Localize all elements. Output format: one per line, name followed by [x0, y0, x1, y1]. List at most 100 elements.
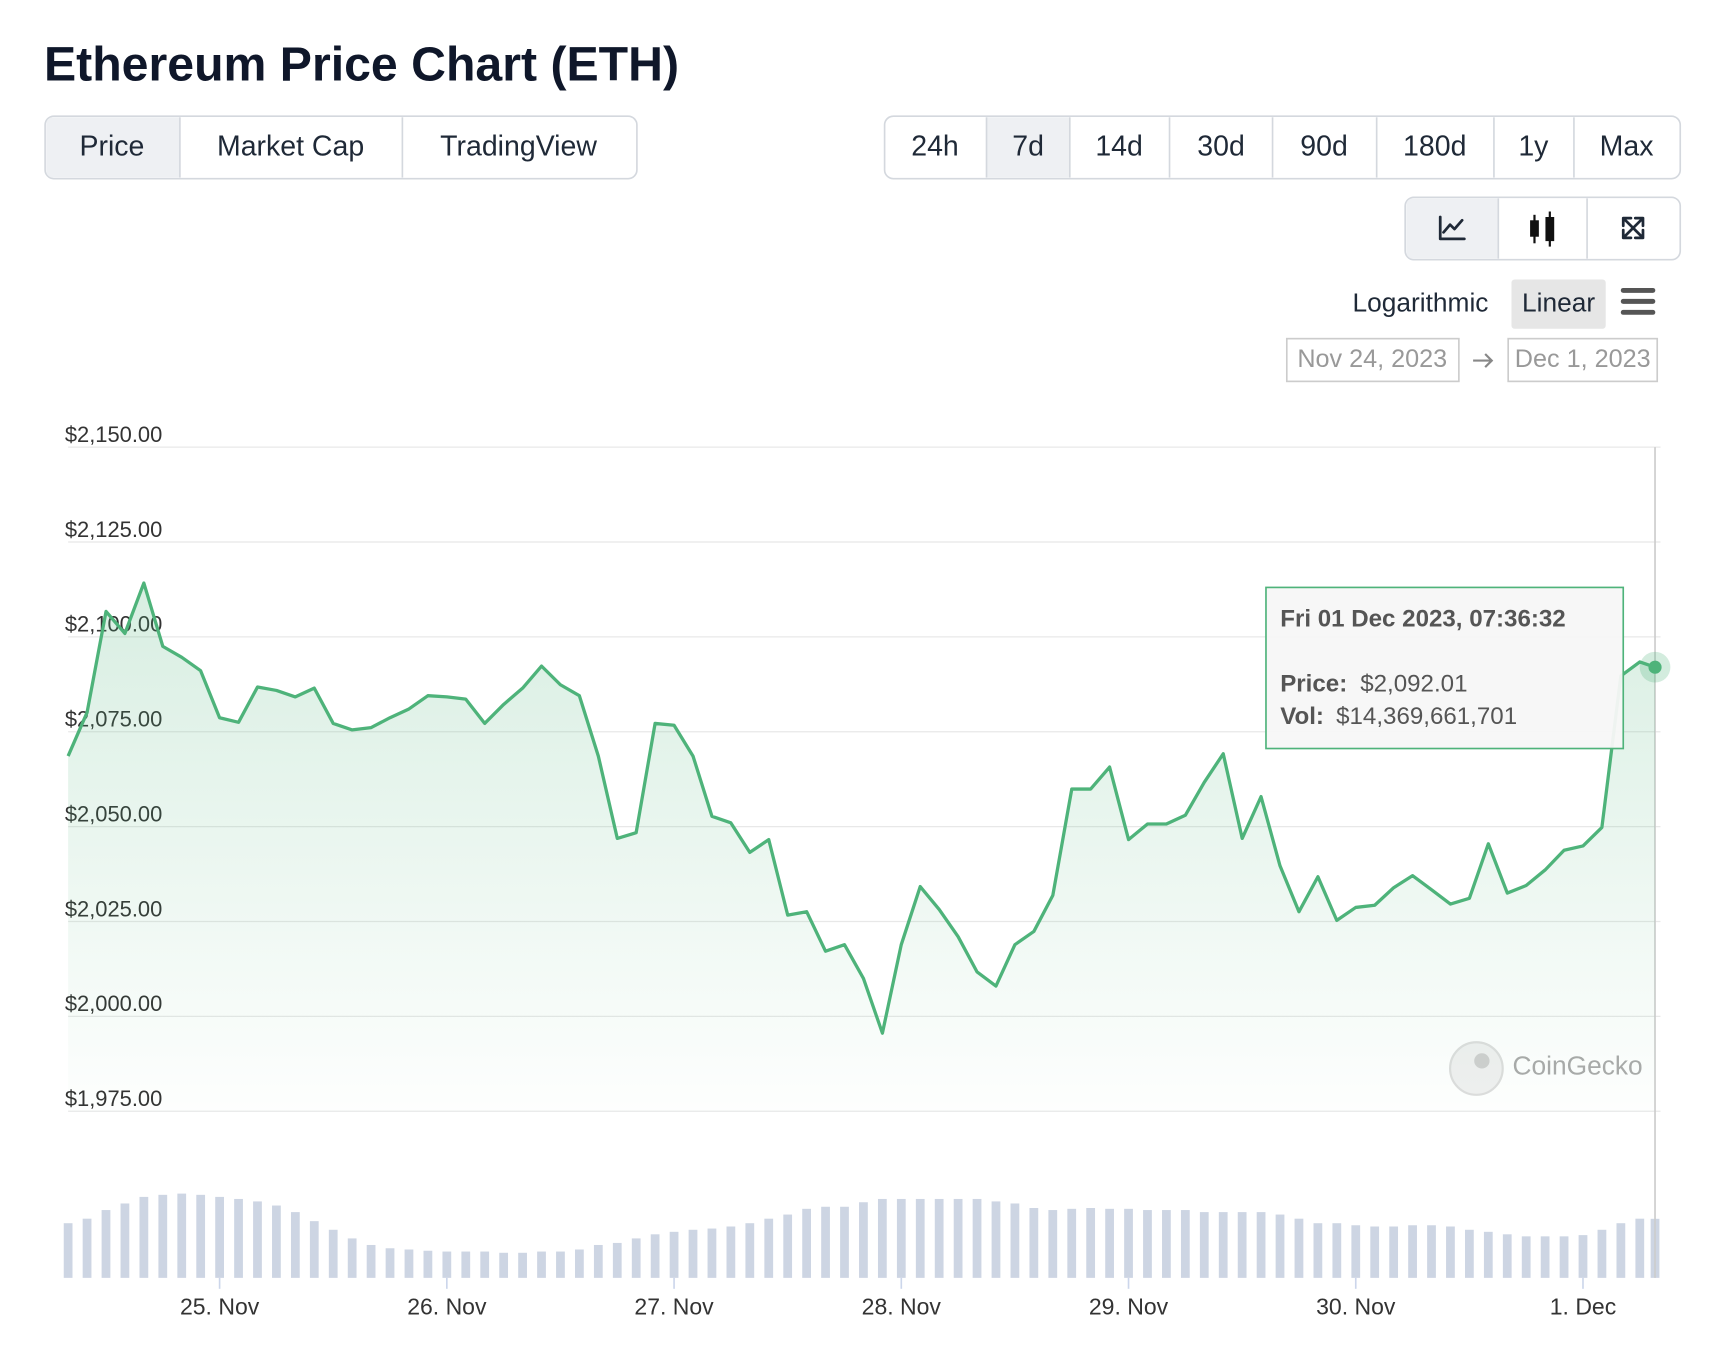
price-area	[68, 583, 1656, 1112]
range-button[interactable]: 24h	[911, 130, 959, 162]
volume-bar	[1446, 1226, 1455, 1278]
price-line	[66, 581, 1656, 1035]
volume-bar	[158, 1194, 168, 1278]
volume-bar	[1180, 1210, 1190, 1278]
volume-bar	[915, 1198, 925, 1278]
volume-bar	[972, 1198, 982, 1278]
scale-selected[interactable]	[1511, 279, 1606, 329]
range-button[interactable]: Max	[1600, 130, 1654, 162]
candlestick-button[interactable]	[1501, 199, 1586, 257]
y-tick-label: $2,150.00	[65, 422, 162, 447]
volume-bar	[1256, 1212, 1266, 1278]
range-button[interactable]: 30d	[1197, 130, 1245, 162]
volume-bar	[1502, 1234, 1512, 1278]
volume-bar	[442, 1251, 452, 1278]
range-button[interactable]: 14d	[1095, 130, 1143, 162]
volume-bar	[1332, 1223, 1342, 1278]
page-title: Ethereum Price Chart (ETH)	[44, 38, 679, 92]
volume-bar	[1635, 1218, 1645, 1278]
volume-bar	[1464, 1229, 1474, 1278]
volume-bar	[253, 1201, 262, 1278]
volume-bar	[328, 1229, 338, 1278]
volume-bar	[631, 1238, 641, 1278]
range-selected[interactable]	[986, 117, 1070, 178]
volume-bar	[575, 1249, 584, 1278]
tab[interactable]: TradingView	[440, 130, 597, 162]
volume-bar	[1408, 1225, 1417, 1278]
fullscreen-button[interactable]	[1589, 199, 1679, 257]
volume-bar	[461, 1251, 471, 1278]
volume-bar	[1370, 1226, 1380, 1278]
volume-bar	[859, 1202, 868, 1278]
volume-bar	[1143, 1210, 1152, 1278]
range-button[interactable]: 180d	[1403, 130, 1466, 162]
arrow-icon	[1473, 353, 1494, 368]
volume-bar	[404, 1249, 414, 1278]
volume-bar	[1427, 1225, 1436, 1278]
tab[interactable]: Market Cap	[217, 130, 364, 162]
range-button[interactable]: 7d	[1012, 130, 1044, 162]
volume-bar	[991, 1201, 1001, 1278]
tooltip-price-label: Price:	[1280, 670, 1347, 697]
volume-bar	[556, 1251, 565, 1278]
volume-bar	[309, 1221, 319, 1278]
volume-bar	[537, 1251, 546, 1278]
x-tick-label: 30. Nov	[1316, 1294, 1396, 1320]
volume-bar	[745, 1223, 755, 1278]
volume-bar	[499, 1252, 509, 1278]
volume-bar	[1218, 1212, 1228, 1278]
volume-bar	[953, 1198, 963, 1278]
scale-option[interactable]: Linear	[1522, 288, 1595, 318]
volume-bar	[896, 1198, 906, 1278]
volume-bar	[802, 1208, 812, 1278]
volume-bar	[1048, 1210, 1058, 1278]
x-tick-label: 29. Nov	[1089, 1294, 1169, 1320]
tooltip-price: $2,092.01	[1360, 670, 1467, 697]
volume-bar	[290, 1212, 300, 1278]
date-to: Dec 1, 2023	[1515, 345, 1651, 373]
volume-bar	[234, 1198, 243, 1278]
volume-bar	[1389, 1226, 1399, 1278]
hover-point	[1648, 660, 1662, 674]
volume-bar	[1616, 1223, 1626, 1278]
volume-bar	[1540, 1236, 1550, 1278]
volume-bar	[1313, 1223, 1323, 1278]
volume-bar	[347, 1238, 357, 1278]
volume-bar	[821, 1206, 830, 1278]
plot-area: $1,975.00$2,000.00$2,025.00$2,050.00$2,0…	[63, 422, 1671, 1320]
volume-bar	[63, 1223, 73, 1278]
volume-bar	[593, 1244, 603, 1278]
volume-bar	[120, 1203, 130, 1278]
volume-bar	[1559, 1236, 1569, 1278]
volume-bar	[1029, 1207, 1039, 1278]
x-tick-label: 1. Dec	[1550, 1294, 1616, 1320]
tab[interactable]: Price	[80, 130, 145, 162]
volume-bar	[707, 1228, 717, 1278]
y-tick-label: $2,125.00	[65, 517, 162, 542]
date-from-input[interactable]	[1285, 337, 1460, 383]
date-from: Nov 24, 2023	[1297, 345, 1447, 373]
range-button[interactable]: 90d	[1300, 130, 1348, 162]
volume-bar	[139, 1196, 149, 1278]
volume-bar	[1294, 1218, 1304, 1278]
volume-bar	[1086, 1207, 1096, 1278]
scale-option[interactable]: Logarithmic	[1353, 288, 1489, 318]
volume-bar	[840, 1206, 849, 1278]
volume-bar	[1597, 1229, 1607, 1278]
volume-bar	[669, 1231, 679, 1278]
volume-bar	[1351, 1225, 1361, 1278]
volume-bar	[480, 1251, 490, 1278]
volume-bar	[1199, 1212, 1209, 1278]
volume-bar	[650, 1234, 660, 1278]
x-tick-label: 26. Nov	[407, 1294, 487, 1320]
volume-bar	[612, 1242, 622, 1278]
volume-bar	[1105, 1208, 1114, 1278]
date-to-input[interactable]	[1507, 337, 1659, 383]
range-button[interactable]: 1y	[1518, 130, 1549, 162]
tab-selected[interactable]	[46, 117, 180, 178]
menu-button[interactable]	[1620, 287, 1656, 315]
volume-bar	[385, 1248, 395, 1278]
volume-bar	[196, 1194, 206, 1278]
tooltip-box	[1265, 586, 1625, 750]
